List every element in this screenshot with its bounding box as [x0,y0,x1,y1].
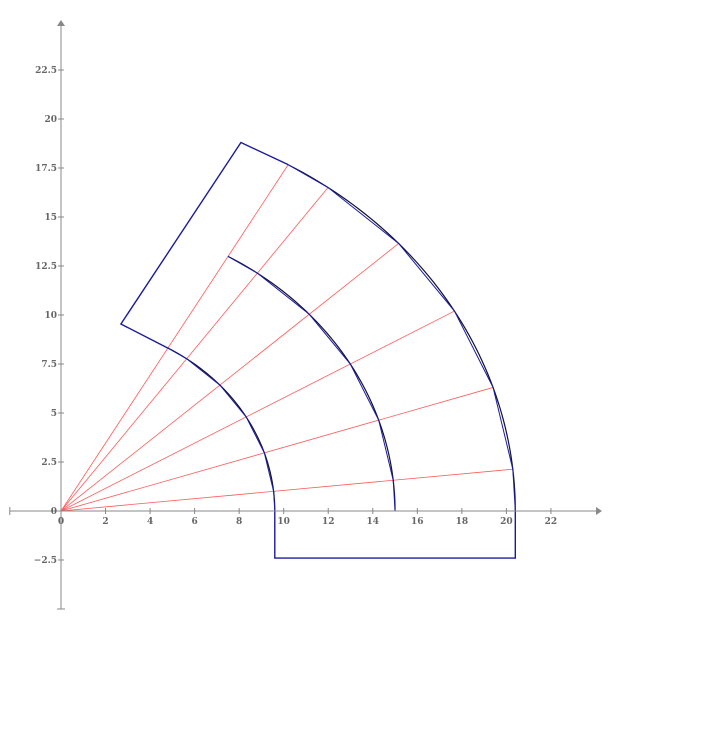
arc-polyline [167,347,276,512]
arc-polyline [227,255,396,512]
rays [60,164,516,512]
y-tick-label: 20 [44,115,57,125]
ray-line [60,187,329,512]
x-tick-label: 6 [191,517,197,527]
x-tick-label: 4 [147,517,153,527]
x-tick-label: 22 [545,517,558,527]
end-box-bottom [274,511,517,559]
x-axis-arrow [596,507,602,515]
x-tick-label: 14 [367,517,380,527]
y-tick-label: 17.5 [35,164,57,174]
axes: 0 2 4 6 8 10 12 14 16 18 20 22 −2.5 0 2.5 5 7.5 10 12.5 15 1… [9,20,602,610]
x-tick-label: 8 [236,517,242,527]
y-tick-label: 10 [44,311,57,321]
x-tick-label: 12 [322,517,335,527]
y-axis-arrow [57,20,65,26]
ray-line [60,243,399,512]
x-tick-label: 18 [456,517,469,527]
end-box-top [119,141,289,349]
ray-line [60,468,513,512]
x-tick-label: 0 [58,517,64,527]
y-tick-label: 12.5 [35,262,57,272]
x-tick-label: 16 [411,517,424,527]
ray-line [60,164,289,512]
y-tick-label: −2.5 [34,556,57,566]
ray-line [60,310,455,512]
y-tick-label: 15 [44,213,57,223]
x-tick-label: 10 [277,517,290,527]
y-tick-label: 22.5 [35,66,57,76]
y-tick-label: 5 [51,409,57,419]
outlines [119,141,517,559]
y-tick-label: 0 [51,507,57,517]
y-tick-label: 7.5 [41,360,57,370]
ray-line [60,387,494,512]
x-tick-label: 2 [102,517,108,527]
y-tick-label: 2.5 [41,458,57,468]
arc-polyline [287,164,516,512]
x-tick-label: 20 [500,517,513,527]
